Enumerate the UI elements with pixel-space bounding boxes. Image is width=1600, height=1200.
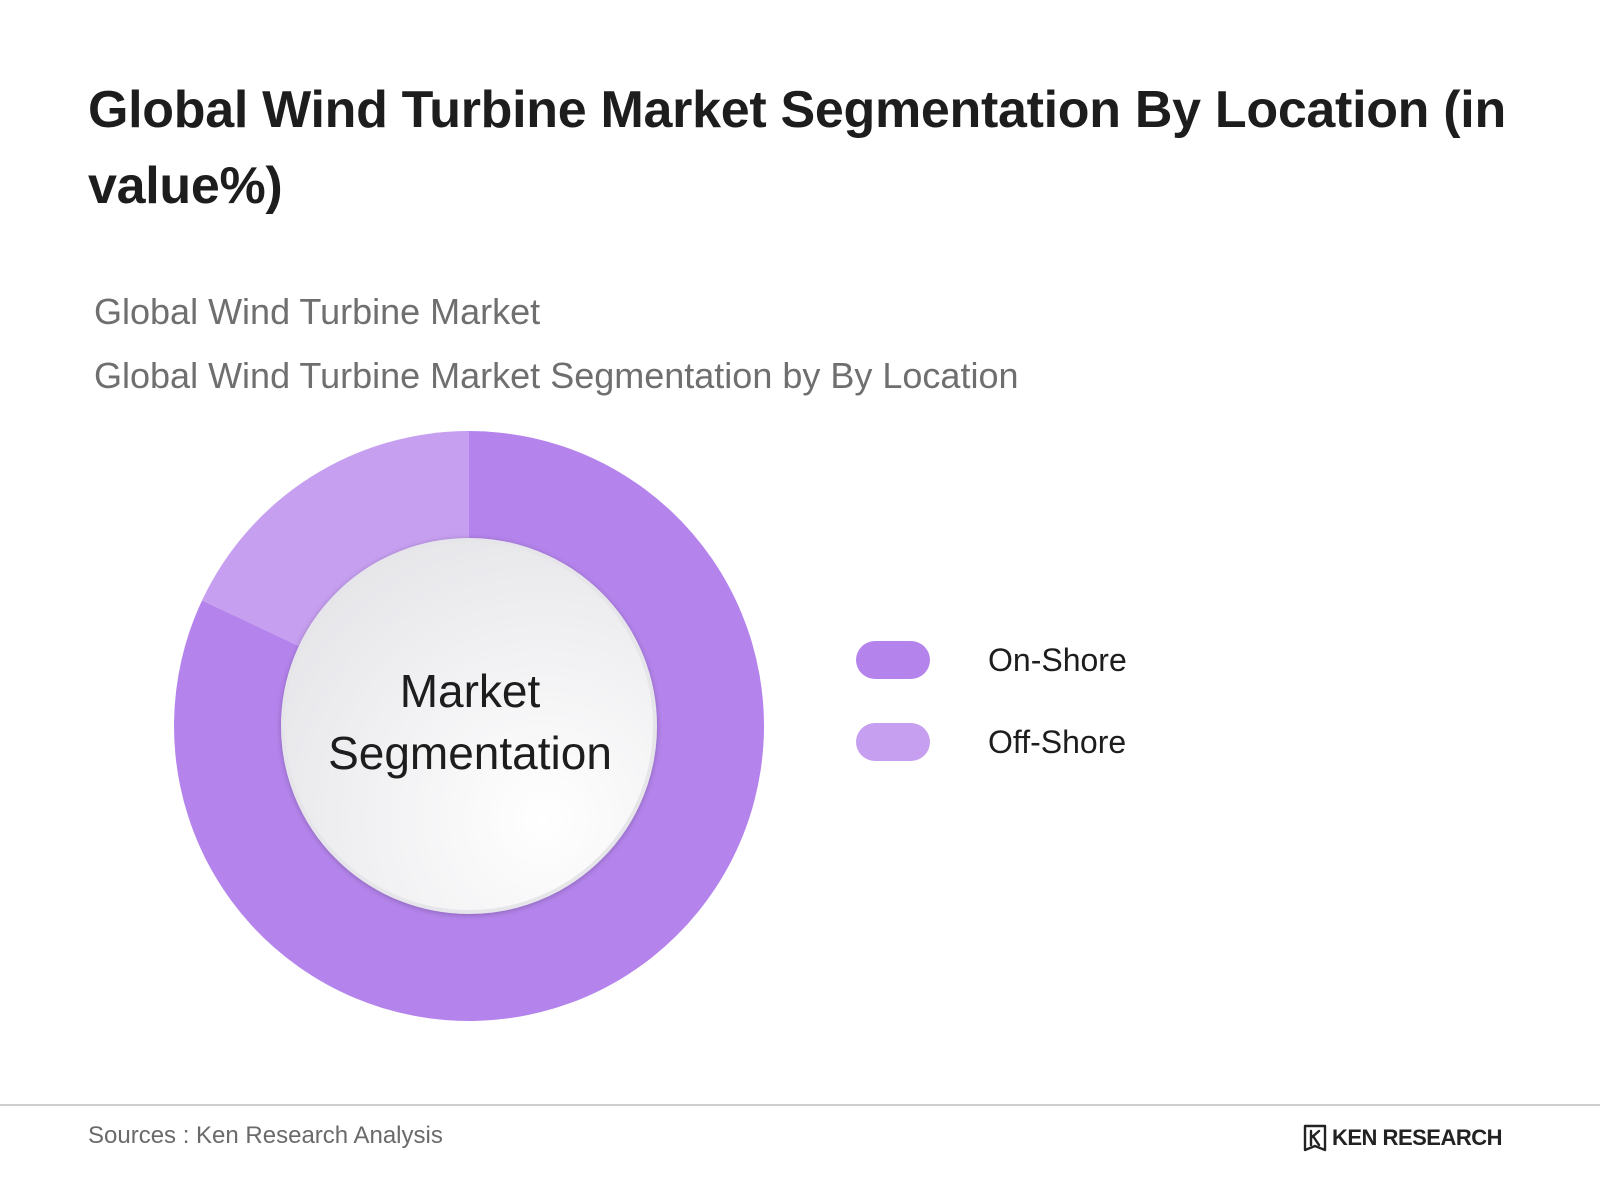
- chart-subtitle-market: Global Wind Turbine Market: [94, 291, 541, 332]
- legend-item-off-shore: Off-Shore: [856, 722, 1127, 762]
- brand-name: KEN RESEARCH: [1332, 1125, 1503, 1150]
- ken-research-k-icon: [1303, 1124, 1327, 1152]
- source-note: Sources : Ken Research Analysis: [88, 1122, 443, 1149]
- chart-title: Global Wind Turbine Market Segmentation …: [88, 81, 1506, 215]
- legend-item-on-shore: On-Shore: [856, 640, 1127, 680]
- center-label-line2: Segmentation: [328, 727, 612, 779]
- legend-swatch-off-shore: [856, 723, 930, 761]
- donut-center: [281, 538, 657, 914]
- brand-logo: KEN RESEARCH: [1302, 1124, 1503, 1152]
- footer-divider: [0, 1104, 1600, 1106]
- chart-legend: On-Shore Off-Shore: [856, 640, 1127, 804]
- center-label-line1: Market: [399, 665, 541, 717]
- legend-label-off-shore: Off-Shore: [988, 723, 1127, 760]
- chart-subtitle-segmentation: Global Wind Turbine Market Segmentation …: [94, 355, 1019, 396]
- legend-swatch-on-shore: [856, 641, 930, 679]
- donut-center-label: Market Segmentation: [280, 660, 660, 784]
- legend-label-on-shore: On-Shore: [988, 641, 1127, 678]
